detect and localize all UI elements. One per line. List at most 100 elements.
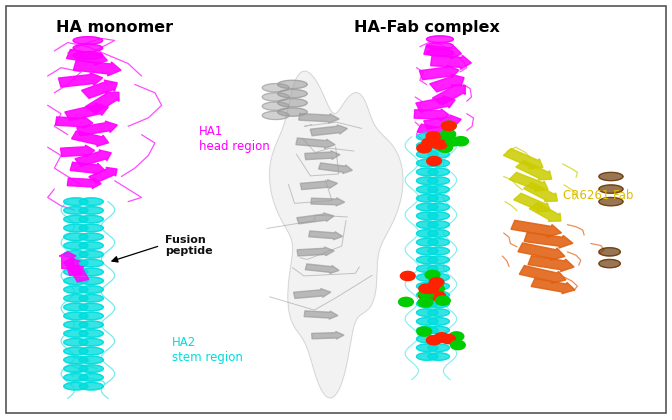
Polygon shape <box>64 339 88 346</box>
Polygon shape <box>79 260 103 267</box>
Polygon shape <box>427 42 454 49</box>
Polygon shape <box>79 277 103 284</box>
Polygon shape <box>278 80 307 89</box>
FancyArrow shape <box>528 256 574 272</box>
Polygon shape <box>599 260 620 268</box>
Polygon shape <box>428 150 450 158</box>
Circle shape <box>425 270 440 279</box>
Circle shape <box>422 138 437 147</box>
Circle shape <box>435 296 450 305</box>
Polygon shape <box>278 108 307 116</box>
FancyArrow shape <box>67 50 108 65</box>
Polygon shape <box>73 44 103 52</box>
Polygon shape <box>79 312 103 320</box>
FancyArrow shape <box>519 265 566 284</box>
Polygon shape <box>417 273 438 281</box>
Polygon shape <box>428 309 450 316</box>
Circle shape <box>401 271 415 281</box>
Polygon shape <box>64 277 88 284</box>
Polygon shape <box>278 99 307 107</box>
Polygon shape <box>599 197 623 206</box>
Polygon shape <box>79 233 103 241</box>
FancyArrow shape <box>433 85 465 105</box>
Polygon shape <box>64 356 88 364</box>
Polygon shape <box>428 194 450 202</box>
Polygon shape <box>428 282 450 290</box>
Circle shape <box>423 284 437 294</box>
Polygon shape <box>417 309 438 316</box>
Polygon shape <box>79 356 103 364</box>
FancyArrow shape <box>524 233 573 248</box>
Polygon shape <box>428 265 450 273</box>
Polygon shape <box>428 186 450 193</box>
Polygon shape <box>417 335 438 343</box>
Circle shape <box>419 291 433 300</box>
Polygon shape <box>428 133 450 141</box>
Circle shape <box>432 140 447 149</box>
Circle shape <box>419 290 433 299</box>
Polygon shape <box>428 318 450 325</box>
FancyArrow shape <box>67 178 101 189</box>
Polygon shape <box>417 344 438 352</box>
FancyArrow shape <box>531 278 575 294</box>
Polygon shape <box>64 286 88 293</box>
FancyArrow shape <box>414 109 450 121</box>
FancyArrow shape <box>60 145 95 157</box>
FancyArrow shape <box>73 60 121 76</box>
Polygon shape <box>64 207 88 214</box>
Circle shape <box>424 284 439 293</box>
Text: HA2
stem region: HA2 stem region <box>172 336 243 364</box>
Polygon shape <box>79 215 103 223</box>
Polygon shape <box>599 172 623 181</box>
FancyArrow shape <box>300 180 337 189</box>
Polygon shape <box>428 177 450 184</box>
Polygon shape <box>417 326 438 334</box>
Polygon shape <box>417 291 438 299</box>
FancyArrow shape <box>297 247 334 256</box>
Text: CR6261 Fab: CR6261 Fab <box>562 189 633 202</box>
Circle shape <box>429 278 444 287</box>
Polygon shape <box>79 224 103 232</box>
Polygon shape <box>79 347 103 355</box>
Polygon shape <box>428 142 450 149</box>
FancyArrow shape <box>431 55 471 69</box>
Polygon shape <box>428 221 450 228</box>
FancyArrow shape <box>530 203 561 221</box>
Polygon shape <box>417 159 438 167</box>
Polygon shape <box>428 212 450 220</box>
FancyArrow shape <box>523 182 558 202</box>
Text: HA1
head region: HA1 head region <box>198 125 269 153</box>
Circle shape <box>437 143 452 152</box>
FancyArrow shape <box>518 243 565 260</box>
FancyArrow shape <box>312 331 344 339</box>
Polygon shape <box>79 321 103 328</box>
Circle shape <box>419 289 433 298</box>
Circle shape <box>419 284 433 293</box>
Polygon shape <box>417 150 438 158</box>
FancyArrow shape <box>85 92 119 113</box>
Polygon shape <box>64 224 88 232</box>
Polygon shape <box>269 71 403 398</box>
Polygon shape <box>79 242 103 249</box>
Polygon shape <box>79 286 103 293</box>
Polygon shape <box>428 335 450 343</box>
FancyArrow shape <box>296 138 335 149</box>
FancyArrow shape <box>294 289 331 299</box>
Polygon shape <box>428 353 450 360</box>
Polygon shape <box>64 321 88 328</box>
FancyArrow shape <box>424 115 461 129</box>
Circle shape <box>417 327 431 336</box>
FancyArrow shape <box>319 163 352 173</box>
Polygon shape <box>79 268 103 276</box>
Polygon shape <box>79 383 103 390</box>
Polygon shape <box>417 133 438 141</box>
FancyArrow shape <box>59 252 76 269</box>
Circle shape <box>446 137 460 146</box>
Polygon shape <box>417 318 438 325</box>
Polygon shape <box>428 256 450 264</box>
FancyArrow shape <box>305 264 339 273</box>
FancyArrow shape <box>417 124 451 139</box>
Polygon shape <box>79 294 103 302</box>
Polygon shape <box>417 256 438 264</box>
Polygon shape <box>417 168 438 176</box>
